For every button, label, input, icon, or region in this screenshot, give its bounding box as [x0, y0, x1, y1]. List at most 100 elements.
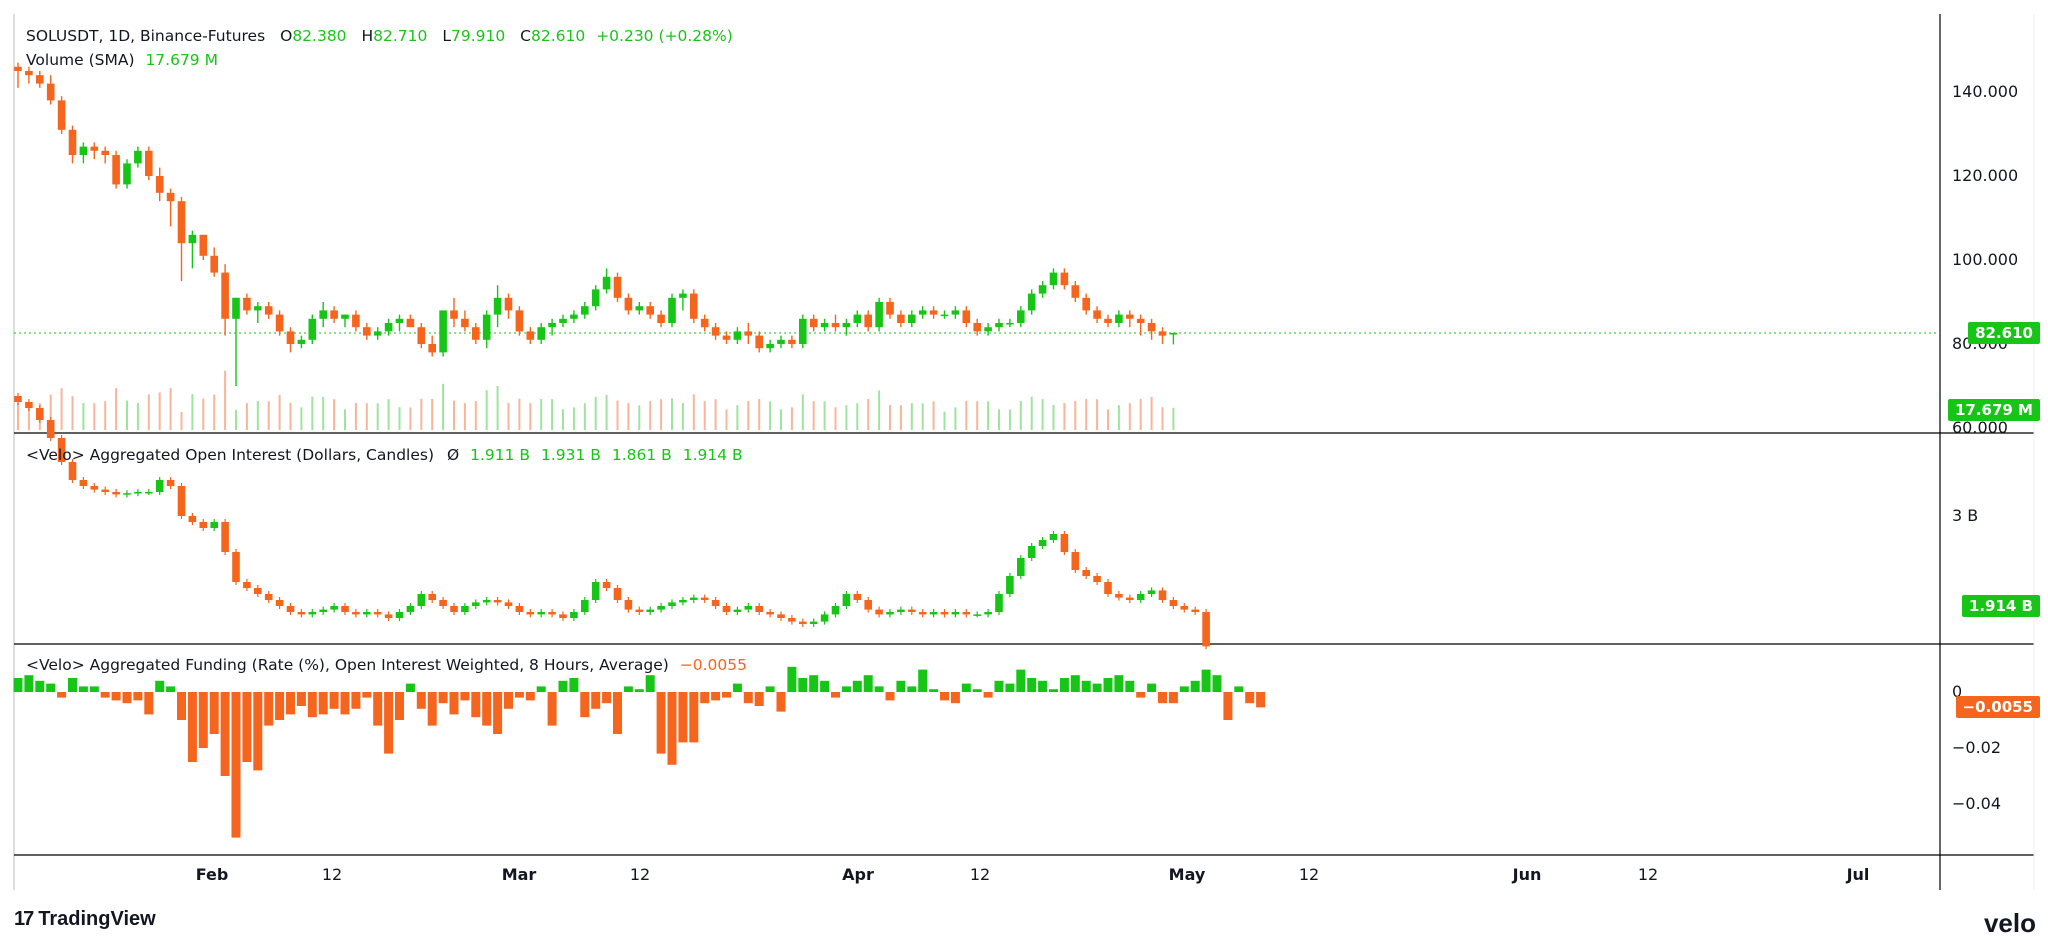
volume-bar: [594, 396, 597, 430]
funding-bar: [667, 692, 677, 765]
oi-candle: [809, 621, 818, 624]
price-candle: [526, 331, 535, 340]
volume-bar: [1107, 409, 1109, 430]
volume-bar: [213, 394, 216, 430]
funding-bar: [1245, 692, 1255, 704]
open-value: 82.380: [292, 27, 347, 45]
volume-bar: [1008, 409, 1011, 430]
oi-candle: [1093, 576, 1101, 582]
oi-candle: [199, 522, 208, 528]
volume-bar: [60, 388, 63, 430]
price-candle: [929, 310, 938, 315]
oi-candle: [951, 612, 960, 615]
funding-bar: [187, 692, 197, 762]
funding-bar: [874, 686, 884, 692]
oi-candle: [177, 486, 186, 516]
price-candle: [1169, 333, 1178, 335]
price-candle: [1049, 272, 1058, 286]
oi-candle: [777, 614, 785, 618]
funding-bar: [166, 686, 176, 692]
oi-candle: [755, 606, 763, 612]
price-candle: [232, 297, 240, 319]
oi-candle: [962, 612, 971, 615]
price-candle: [461, 318, 469, 328]
volume-bar: [322, 396, 325, 430]
time-tick-label: Mar: [502, 865, 537, 884]
price-candle: [46, 83, 55, 101]
volume-bar: [987, 401, 990, 430]
volume-bar: [583, 403, 586, 430]
oi-candle: [243, 582, 251, 588]
oi-candle: [308, 612, 317, 615]
volume-bar: [202, 398, 205, 430]
funding-bar: [384, 692, 394, 754]
volume-bar: [627, 403, 630, 430]
time-tick-label: Jun: [1512, 865, 1542, 884]
funding-bar: [471, 692, 481, 718]
funding-bar: [209, 692, 219, 734]
oi-candle: [929, 612, 938, 615]
price-candle: [559, 318, 567, 323]
low-value: 79.910: [450, 27, 506, 45]
price-candle: [962, 310, 971, 323]
price-candle: [450, 310, 458, 319]
volume-bar: [453, 400, 455, 430]
oi-candle: [581, 600, 589, 612]
tradingview-brand[interactable]: 17 TradingView: [14, 908, 156, 931]
oi-candle: [711, 600, 720, 606]
volume-bar: [474, 401, 477, 430]
price-candle: [439, 310, 447, 353]
price-candle: [145, 150, 153, 176]
change-value: +0.230 (+0.28%): [596, 27, 733, 45]
tradingview-text: TradingView: [38, 908, 156, 930]
price-candle: [1071, 285, 1080, 298]
price-candle: [1136, 318, 1145, 323]
funding-bar: [133, 692, 143, 701]
volume-bar: [889, 405, 891, 430]
oi-candle: [766, 612, 774, 615]
oi-candle: [690, 597, 698, 600]
volume-bar: [267, 401, 270, 430]
volume-tag: 17.679 M: [1947, 399, 2040, 421]
price-candle: [123, 163, 131, 185]
oi-candle: [1191, 609, 1199, 612]
volume-bar: [49, 394, 52, 430]
oi-candle: [254, 588, 262, 594]
price-candle: [1082, 297, 1090, 311]
open-label: O: [280, 27, 293, 45]
funding-bar: [1049, 689, 1058, 692]
price-candle: [820, 323, 829, 328]
funding-bar: [743, 692, 753, 704]
price-candle: [319, 310, 327, 319]
price-candle: [275, 314, 284, 332]
funding-bar: [329, 692, 339, 709]
volume-bar: [115, 388, 118, 430]
oi-candle: [472, 602, 480, 606]
price-candle: [155, 176, 164, 193]
oi-candle: [679, 600, 687, 603]
volume-bar: [1117, 405, 1120, 430]
price-candle: [886, 302, 894, 315]
price-candle: [897, 314, 905, 323]
volume-label: Volume (SMA): [26, 51, 135, 69]
funding-bar: [1168, 692, 1178, 704]
price-candle: [1093, 310, 1101, 319]
oi-candle: [373, 612, 382, 615]
volume-bar: [442, 383, 445, 430]
volume-bar: [845, 405, 848, 430]
funding-bar: [416, 692, 426, 709]
price-candle: [166, 192, 175, 202]
oi-candle: [504, 602, 513, 606]
funding-bar: [155, 680, 165, 692]
oi-candle: [297, 612, 306, 615]
price-candle: [842, 323, 851, 328]
funding-bar: [591, 692, 601, 709]
oi-candle: [1027, 546, 1036, 558]
funding-bar: [427, 692, 437, 726]
funding-bar: [1179, 686, 1189, 692]
price-candle: [973, 323, 981, 332]
funding-bar: [13, 678, 23, 692]
price-candle: [221, 272, 229, 319]
volume-bar: [551, 399, 554, 430]
